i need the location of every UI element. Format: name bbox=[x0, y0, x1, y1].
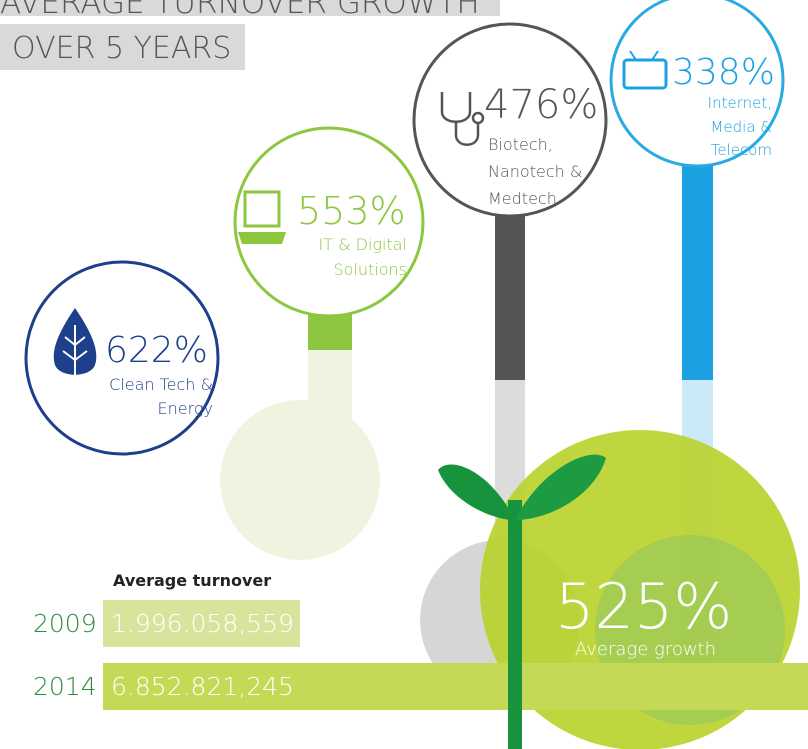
sector-growth: 553% bbox=[297, 189, 406, 233]
sector-label: Solutions bbox=[333, 260, 407, 279]
title-line: OVER 5 YEARS bbox=[12, 31, 231, 66]
stem bbox=[495, 190, 525, 380]
infographic: AVERAGE TURNOVER GROWTH OVER 5 YEARS Ave… bbox=[0, 0, 808, 749]
sector-label: Energy bbox=[158, 399, 213, 418]
bubble bbox=[220, 400, 380, 560]
sector-label: IT & Digital bbox=[319, 235, 407, 254]
year: 2014 bbox=[33, 672, 97, 701]
sector-label: Nanotech & bbox=[488, 162, 582, 181]
sector-label: Internet, bbox=[708, 94, 772, 112]
sector-label: Biotech, bbox=[488, 135, 553, 154]
sector-growth: 622% bbox=[105, 330, 208, 371]
sector-growth: 338% bbox=[672, 52, 775, 93]
plant-stem bbox=[508, 500, 522, 749]
amount: 6.852.821,245 bbox=[111, 672, 294, 701]
year: 2009 bbox=[33, 609, 97, 638]
page: AVERAGE TURNOVER GROWTH OVER 5 YEARS Ave… bbox=[0, 0, 808, 749]
amount: 1.996.058,559 bbox=[111, 609, 294, 638]
stem bbox=[682, 160, 713, 380]
sector-label: Media & bbox=[710, 118, 772, 136]
sector-growth: 476% bbox=[484, 82, 598, 128]
average-growth: 525% bbox=[555, 570, 732, 643]
title-line: AVERAGE TURNOVER GROWTH bbox=[0, 0, 480, 21]
turnover-title: Average turnover bbox=[113, 571, 271, 590]
sector-label: Clean Tech & bbox=[109, 375, 213, 394]
sector-label: Medtech bbox=[488, 189, 557, 208]
average-label: Average growth bbox=[575, 639, 716, 660]
sector-label: Telecom bbox=[711, 141, 772, 159]
laptop-icon bbox=[238, 232, 286, 244]
